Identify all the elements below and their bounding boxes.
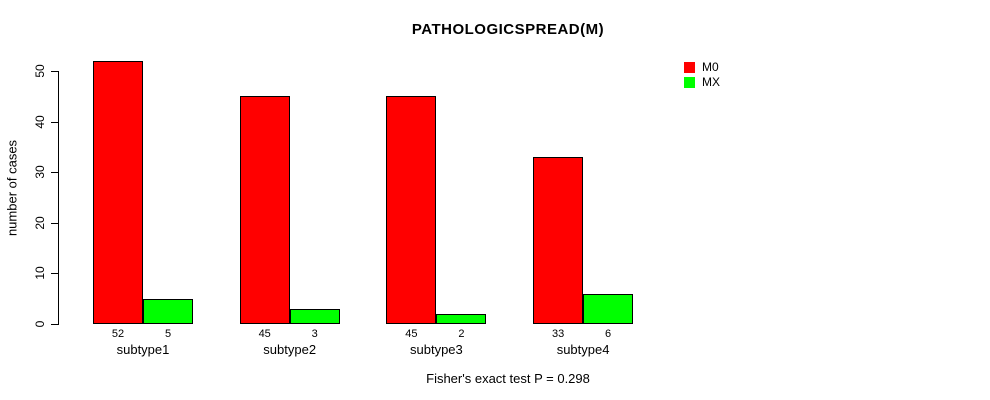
- category-label-subtype2: subtype2: [263, 342, 317, 357]
- legend-swatch-m0: [684, 61, 695, 73]
- bar-value-label: 5: [164, 328, 172, 340]
- y-tick-label: 40: [33, 114, 47, 129]
- bar-value-label: 45: [405, 328, 418, 340]
- y-axis-line: [58, 71, 59, 325]
- y-tick: [51, 324, 58, 325]
- y-tick-label: 30: [33, 165, 47, 179]
- y-tick-label: 10: [33, 266, 47, 281]
- category-label-subtype4: subtype4: [556, 342, 610, 357]
- bar-mx-subtype2: [289, 308, 340, 324]
- category-label-subtype3: subtype3: [410, 342, 463, 357]
- y-tick: [51, 121, 58, 123]
- legend-swatch-mx: [684, 76, 695, 88]
- y-tick: [51, 222, 58, 224]
- y-tick-label: 50: [33, 64, 47, 78]
- y-tick: [51, 172, 58, 174]
- y-tick: [51, 71, 58, 72]
- legend-item-mx: MX: [684, 75, 720, 89]
- bar-m0-subtype4: [533, 157, 584, 324]
- category-label-subtype1: subtype1: [116, 342, 170, 357]
- y-axis-label: number of cases: [4, 139, 20, 237]
- bar-m0-subtype3: [386, 96, 437, 324]
- y-tick-label: 20: [33, 216, 47, 230]
- bar-value-label: 52: [111, 328, 125, 340]
- legend: M0 MX: [684, 60, 720, 90]
- y-tick-label: 0: [33, 320, 47, 328]
- bar-mx-subtype3: [436, 313, 487, 324]
- y-tick: [51, 273, 58, 275]
- bar-m0-subtype2: [239, 96, 290, 324]
- bar-mx-subtype4: [583, 293, 634, 324]
- footer-annotation: Fisher's exact test P = 0.298: [426, 371, 590, 386]
- legend-label: MX: [702, 75, 720, 89]
- bar-value-label: 45: [258, 328, 271, 340]
- chart-title: PATHOLOGICSPREAD(M): [411, 21, 605, 38]
- bar-value-label: 2: [458, 328, 465, 340]
- bar-value-label: 33: [551, 328, 565, 340]
- legend-item-m0: M0: [684, 60, 720, 74]
- bar-value-label: 6: [605, 328, 612, 340]
- legend-label: M0: [702, 60, 719, 74]
- bar-m0-subtype1: [93, 60, 143, 324]
- bar-value-label: 3: [311, 328, 318, 340]
- bar-mx-subtype1: [143, 298, 193, 324]
